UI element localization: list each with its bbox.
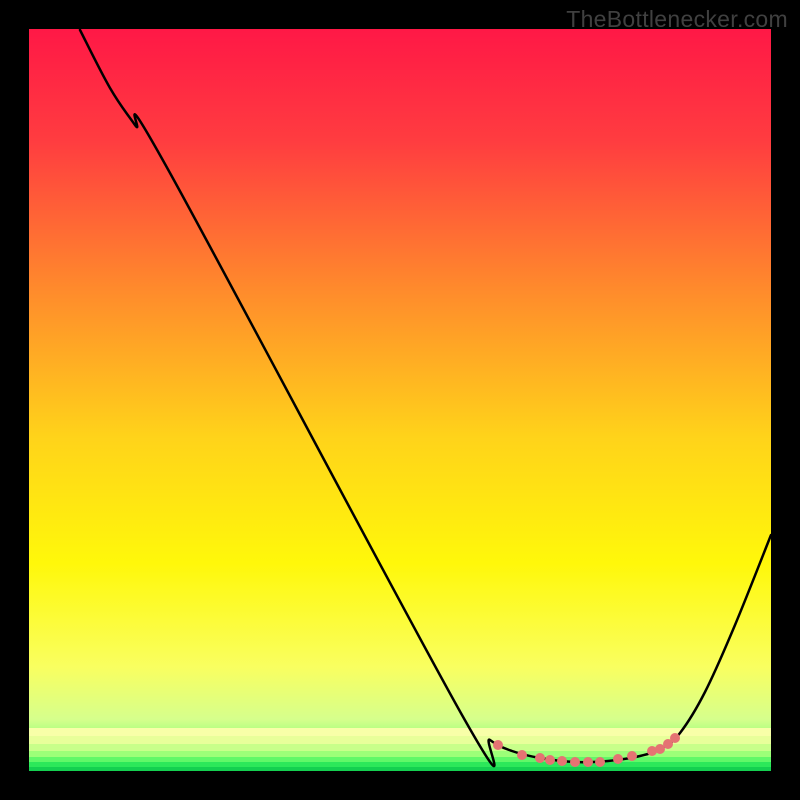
curve-marker	[613, 754, 623, 764]
chart-canvas	[0, 0, 800, 800]
curve-marker	[570, 757, 580, 767]
chart-svg	[0, 0, 800, 800]
watermark: TheBottlenecker.com	[566, 6, 788, 33]
curve-marker	[595, 757, 605, 767]
curve-marker	[535, 753, 545, 763]
curve-marker	[557, 756, 567, 766]
curve-marker	[627, 751, 637, 761]
curve-marker	[583, 757, 593, 767]
curve-marker	[517, 750, 527, 760]
curve-marker	[545, 755, 555, 765]
curve-marker	[493, 740, 503, 750]
curve-marker	[670, 733, 680, 743]
